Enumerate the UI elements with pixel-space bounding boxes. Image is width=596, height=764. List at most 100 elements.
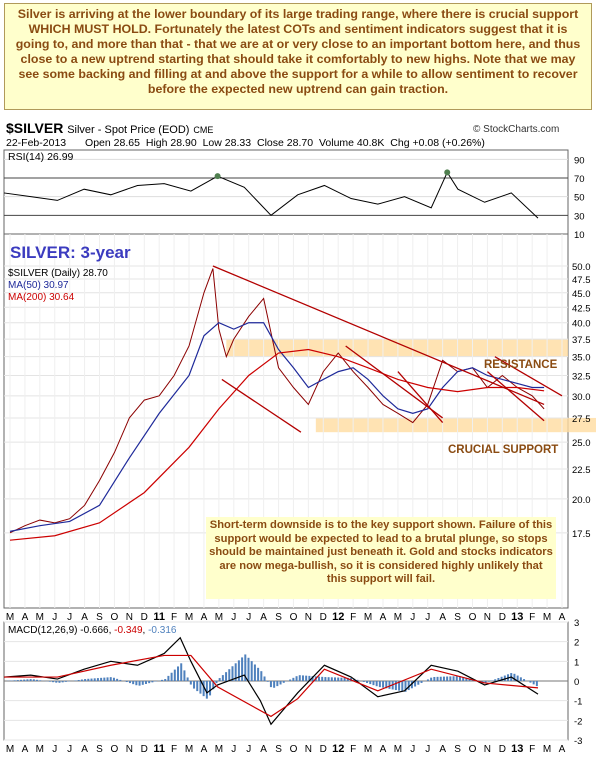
x-month-label: A	[260, 612, 267, 623]
low-value: 28.33	[224, 137, 252, 149]
macd-hist-bar	[407, 681, 410, 691]
macd-hist-bar	[237, 660, 240, 681]
x-month-label: A	[81, 612, 88, 623]
price-bands	[226, 339, 596, 433]
price-legend: $SILVER (Daily) 28.70 MA(50) 30.97 MA(20…	[8, 268, 108, 303]
commentary-chart: Short-term downside is to the key suppor…	[206, 517, 556, 599]
macd-hist-bar	[138, 681, 141, 686]
price-layer	[9, 268, 545, 541]
macd-hist-bar	[282, 681, 285, 683]
chg-value: +0.08 (+0.26%)	[412, 137, 485, 149]
channel-line	[345, 345, 444, 419]
x-month-label: J	[67, 612, 72, 623]
x-month-label: O	[290, 612, 298, 623]
macd-hist-bar	[103, 677, 106, 681]
macd-hist-value: -0.316	[148, 625, 177, 636]
price-tick-label: 22.5	[572, 465, 591, 476]
macd-hist-bar	[465, 678, 468, 681]
macd-hist-bar	[346, 677, 349, 681]
macd-hist-bar	[164, 679, 167, 681]
macd-tick-label: 0	[574, 677, 579, 688]
x-axis-months-macd: M A M J J A S O N D 11 F M A M J J A S O N D 12 F M A M J J A S O N D 13 F M…	[6, 743, 566, 755]
date: 22-Feb-2013	[6, 137, 67, 149]
macd-hist-bar	[167, 675, 170, 681]
legend-ma50: MA(50) 30.97	[8, 280, 69, 291]
channel-line	[221, 378, 302, 433]
x-month-label: N	[484, 744, 491, 755]
macd-hist-bar	[225, 672, 228, 681]
x-month-label: N	[484, 612, 491, 623]
macd-hist-bar	[417, 681, 420, 685]
macd-signal-value: -0.349	[114, 625, 143, 636]
macd-hist-bar	[90, 678, 93, 681]
macd-hist-bar	[276, 681, 279, 687]
x-month-label: D	[141, 744, 148, 755]
macd-tick-label: -1	[574, 697, 582, 708]
macd-hist-bar	[247, 657, 250, 681]
rsi-overbought-mark	[214, 173, 221, 180]
macd-hist-bar	[420, 681, 423, 683]
macd-hist-bar	[77, 679, 80, 681]
x-month-label: D	[141, 612, 148, 623]
x-month-label: M	[543, 612, 551, 623]
x-month-label: 13	[511, 611, 523, 623]
x-month-label: F	[171, 612, 177, 623]
macd-hist-bar	[455, 676, 458, 681]
x-month-label: A	[260, 744, 267, 755]
x-month-label: J	[231, 612, 236, 623]
high-label: High	[145, 137, 168, 149]
macd-hist-bar	[301, 675, 304, 681]
low-label: Low	[202, 137, 222, 149]
macd-hist-bar	[112, 677, 115, 681]
macd-hist-bar	[234, 663, 237, 681]
rsi-legend: RSI(14) 26.99	[8, 151, 74, 163]
macd-hist-bar	[128, 681, 131, 684]
x-month-label: 11	[153, 743, 165, 755]
macd-hist-bar	[29, 679, 32, 681]
macd-hist-bar	[401, 681, 404, 692]
macd-hist-bar	[148, 681, 151, 684]
rsi-tick-label: 70	[574, 174, 585, 185]
macd-hist-bar	[209, 681, 212, 696]
x-month-label: M	[394, 612, 402, 623]
macd-hist-bar	[317, 676, 320, 681]
macd-hist-bar	[93, 678, 96, 681]
macd-hist-bar	[436, 676, 439, 681]
macd-hist-bar	[154, 681, 157, 682]
macd-hist-bar	[260, 671, 263, 681]
macd-hist-bar	[382, 681, 385, 688]
price-tick-label: 32.5	[572, 371, 591, 382]
macd-hist-bar	[61, 681, 64, 683]
close-label: Close	[256, 137, 284, 149]
macd-hist-bar	[151, 681, 154, 683]
x-month-label: J	[246, 744, 251, 755]
x-month-label: J	[425, 744, 430, 755]
macd-hist-bar	[244, 654, 247, 681]
macd-legend-value: -0.666	[80, 625, 109, 636]
macd-legend: MACD(12,26,9) -0.666, -0.349, -0.316	[8, 625, 177, 636]
macd-hist-bar	[532, 681, 535, 685]
macd-hist-bar	[414, 681, 417, 687]
legend-ma200: MA(200) 30.64	[8, 292, 75, 303]
macd-hist-bar	[253, 664, 256, 681]
macd-hist-bar	[487, 681, 490, 682]
x-month-label: M	[36, 744, 44, 755]
macd-hist-bar	[84, 679, 87, 681]
price-tick-label: 40.0	[572, 319, 591, 330]
macd-hist-bar	[80, 679, 83, 681]
macd-hist-bar	[20, 679, 23, 681]
macd-hist-bar	[212, 681, 215, 690]
channel-lines	[212, 265, 563, 433]
resistance-label: RESISTANCE	[484, 359, 558, 371]
x-month-label: A	[439, 744, 446, 755]
macd-hist-bar	[215, 681, 218, 684]
macd-hist-bar	[132, 681, 135, 685]
macd-hist-bar	[48, 681, 51, 682]
x-month-label: 12	[332, 611, 344, 623]
brand-watermark: © StockCharts.com	[473, 124, 560, 135]
x-month-label: M	[543, 744, 551, 755]
open-label: Open	[85, 137, 111, 149]
macd-hist-bar	[327, 677, 330, 681]
x-month-label: N	[126, 612, 133, 623]
